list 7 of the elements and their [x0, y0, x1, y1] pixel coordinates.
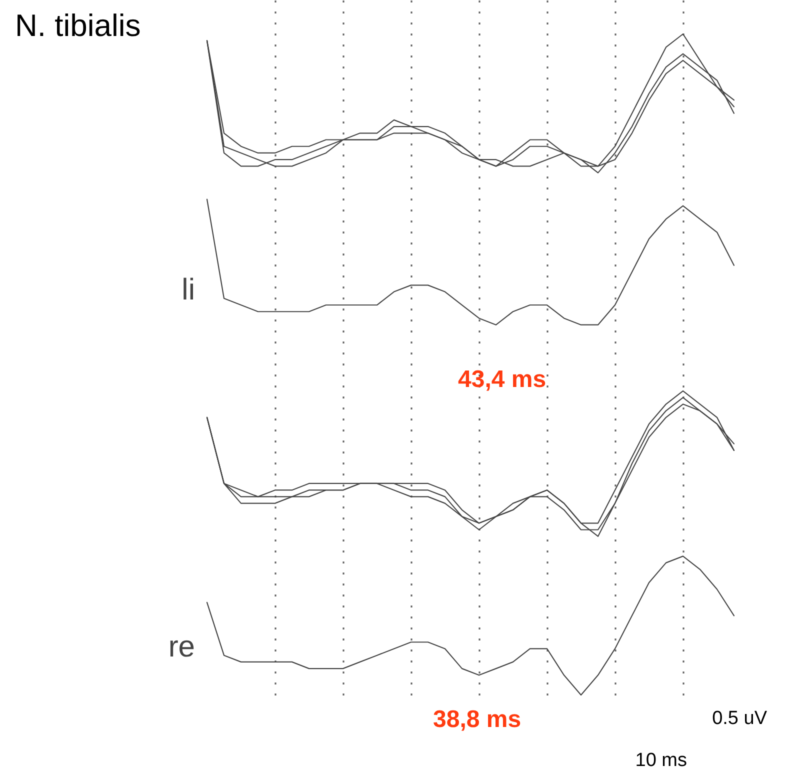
chart-title: N. tibialis — [15, 8, 141, 44]
series-label: re — [168, 630, 195, 664]
text: 38,8 ms — [433, 706, 522, 734]
text: 0.5 uV — [712, 708, 767, 730]
text: 10 ms — [635, 750, 687, 772]
annotation: 43,4 ms — [458, 366, 546, 394]
series-label: li — [182, 273, 195, 306]
